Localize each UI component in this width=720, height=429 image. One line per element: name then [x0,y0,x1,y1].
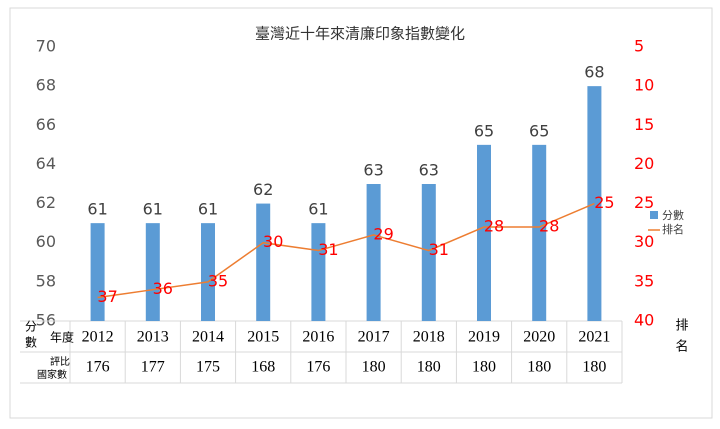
bar-label: 61 [198,200,218,219]
line-label: 25 [594,193,614,212]
y-tick-label: 58 [36,271,56,290]
line-label: 29 [373,224,393,243]
count-label: 評比 [50,355,70,368]
x-tick-label: 2016 [302,329,334,346]
y2-tick-label: 40 [634,311,654,330]
x-tick-label: 2021 [578,329,610,346]
bar [256,203,271,321]
y-tick-label: 64 [36,154,56,173]
line-label: 30 [263,232,283,251]
y2-tick-label: 25 [634,193,654,212]
country-count: 180 [472,359,496,376]
x-tick-label: 2019 [468,329,500,346]
bar-label: 65 [529,121,549,140]
x-tick-label: 2015 [247,329,279,346]
line-label: 31 [318,240,338,259]
country-count: 176 [306,359,330,376]
x-tick-label: 2014 [192,329,224,346]
country-count: 176 [86,359,110,376]
line-label: 35 [208,271,228,290]
bar [145,223,160,321]
y-tick-label: 60 [36,232,56,251]
bar [366,184,381,321]
x-tick-label: 2012 [82,329,114,346]
country-count: 180 [582,359,606,376]
line-label: 28 [484,217,504,236]
x-tick-label: 2013 [137,329,169,346]
legend-label: 排名 [662,222,684,236]
bar [532,144,547,321]
bar [311,223,326,321]
y-tick-label: 56 [36,311,56,330]
bar-label: 62 [253,180,273,199]
country-count: 175 [196,359,220,376]
chart-title: 臺灣近十年來清廉印象指數變化 [255,25,465,42]
line-label: 31 [429,240,449,259]
rank-line [97,202,595,299]
y2-tick-label: 5 [634,37,644,56]
country-count: 180 [527,359,551,376]
y2-tick-label: 35 [634,271,654,290]
y-axis-label: 分數 [24,320,38,352]
bar [477,144,491,321]
bar-label: 65 [474,121,494,140]
y-tick-label: 66 [36,115,56,134]
legend-swatch [650,211,658,219]
country-count: 180 [362,359,386,376]
y2-tick-label: 30 [634,232,654,251]
y-tick-label: 70 [36,37,56,56]
y-tick-label: 62 [36,193,56,212]
bar-label: 63 [363,161,383,180]
bar [90,223,105,321]
line-label: 37 [97,287,117,306]
bar-label: 61 [143,200,163,219]
line-label: 28 [539,217,559,236]
country-count: 168 [251,359,275,376]
y2-tick-label: 10 [634,76,654,95]
bar-label: 68 [584,63,604,82]
line-label: 36 [153,279,173,298]
bar [201,223,215,321]
x-tick-label: 2018 [413,329,445,346]
country-count: 180 [417,359,441,376]
y2-axis-label: 排名 [673,318,689,360]
bar-label: 61 [87,200,107,219]
y-tick-label: 68 [36,76,56,95]
count-label: 國家數 [37,368,67,381]
y2-tick-label: 15 [634,115,654,134]
bar [421,184,436,321]
legend-label: 分數 [662,209,684,222]
x-tick-label: 2020 [523,329,555,346]
year-label: 年度 [50,330,74,345]
bar-label: 61 [308,200,328,219]
bar-label: 63 [419,161,439,180]
y2-tick-label: 20 [634,154,654,173]
chart-frame [9,7,713,419]
country-count: 177 [141,359,165,376]
x-tick-label: 2017 [358,329,390,346]
